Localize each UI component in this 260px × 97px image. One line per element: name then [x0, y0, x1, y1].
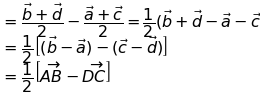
- Text: = $\dfrac{1}{2}\left[(\vec{b} - \vec{a}) - (\vec{c} - \vec{d})\right]$: = $\dfrac{1}{2}\left[(\vec{b} - \vec{a})…: [3, 33, 167, 66]
- Text: = $\dfrac{1}{2}\left[\overrightarrow{AB} - \overrightarrow{DC}\right]$: = $\dfrac{1}{2}\left[\overrightarrow{AB}…: [3, 60, 110, 95]
- Text: = $\dfrac{\vec{b} + \vec{d}}{2} - \dfrac{\vec{a} + \vec{c}}{2} = \dfrac{1}{2}(\v: = $\dfrac{\vec{b} + \vec{d}}{2} - \dfrac…: [3, 2, 260, 40]
